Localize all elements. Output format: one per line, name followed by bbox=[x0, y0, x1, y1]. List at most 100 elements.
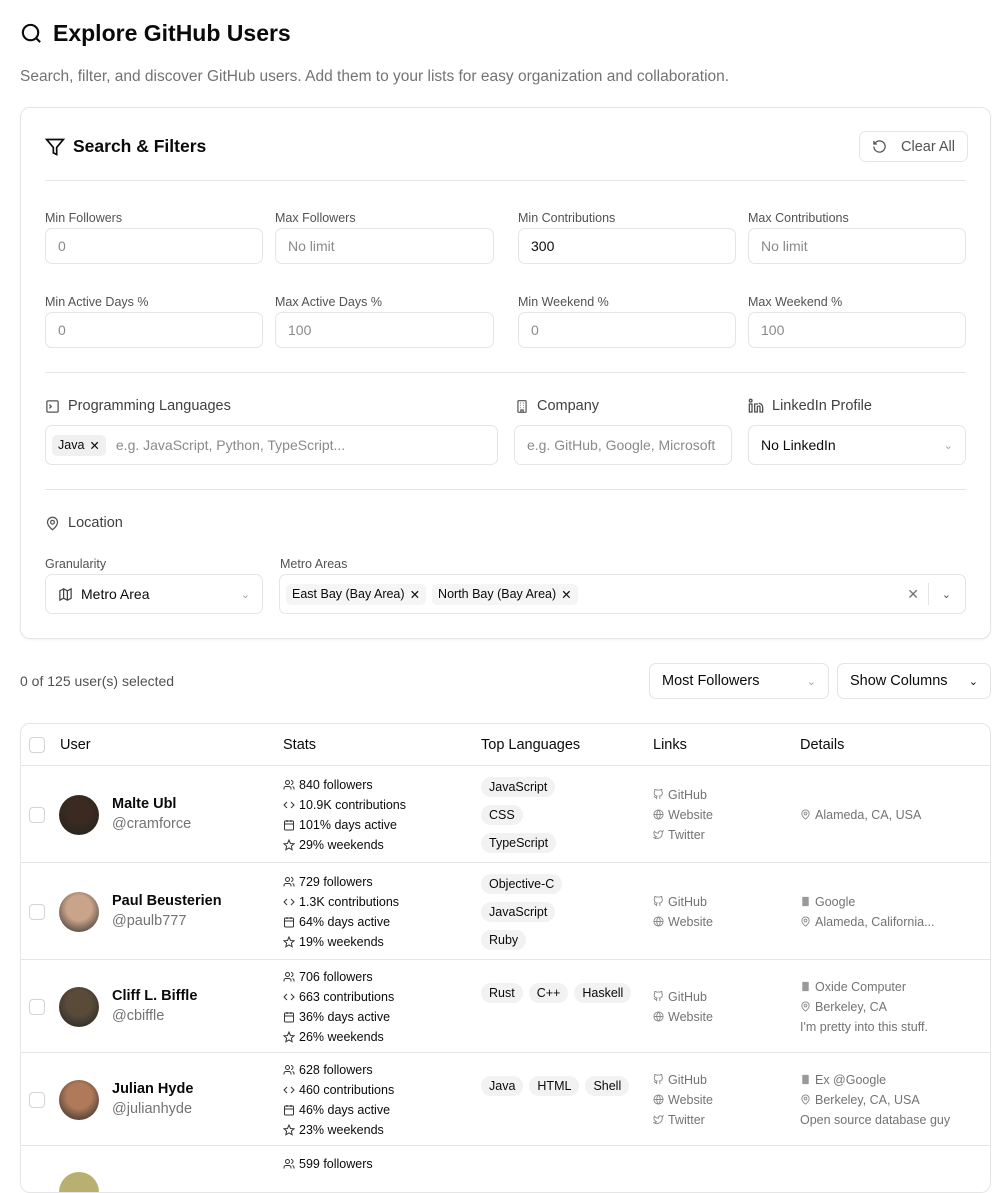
twitter-icon bbox=[653, 829, 664, 840]
metro-areas-select[interactable]: East Bay (Bay Area) ✕ North Bay (Bay Area… bbox=[279, 574, 966, 614]
link-website[interactable]: Website bbox=[653, 1007, 713, 1027]
min-followers-input[interactable]: 0 bbox=[45, 228, 263, 264]
link-website[interactable]: Website bbox=[653, 912, 713, 932]
company-input[interactable]: e.g. GitHub, Google, Microsoft bbox=[514, 425, 732, 465]
header-stats: Stats bbox=[283, 737, 317, 753]
min-active-days-label: Min Active Days % bbox=[45, 295, 149, 309]
placeholder: e.g. GitHub, Google, Microsoft bbox=[527, 437, 716, 453]
language-badge: HTML bbox=[529, 1075, 580, 1096]
user-details: Ex @Google Berkeley, CA, USA Open source d… bbox=[800, 1070, 970, 1130]
chevron-down-icon[interactable]: ⌄ bbox=[941, 588, 951, 601]
language-badge: JavaScript bbox=[481, 776, 556, 797]
clear-all-button[interactable]: Clear All bbox=[859, 131, 968, 162]
calendar-icon bbox=[284, 819, 294, 830]
min-contributions-input[interactable]: 300 bbox=[518, 228, 736, 264]
header-languages: Top Languages bbox=[481, 737, 581, 753]
page-title: Explore GitHub Users bbox=[20, 20, 291, 47]
language-chip: Java ✕ bbox=[52, 434, 106, 456]
max-active-days-input[interactable]: 100 bbox=[275, 312, 494, 348]
user-name[interactable]: Malte Ubl bbox=[112, 795, 177, 812]
row-checkbox[interactable] bbox=[29, 998, 45, 1015]
contributions-stat: 663 contributions bbox=[283, 987, 394, 1007]
star-icon bbox=[283, 1030, 295, 1043]
clear-selection-icon[interactable]: ✕ bbox=[907, 585, 919, 602]
followers-stat: 729 followers bbox=[283, 872, 399, 892]
show-columns-button[interactable]: Show Columns ⌄ bbox=[837, 663, 991, 699]
selection-count: 0 of 125 user(s) selected bbox=[20, 673, 175, 689]
user-name[interactable]: Julian Hyde bbox=[112, 1080, 194, 1097]
max-followers-input[interactable]: No limit bbox=[275, 228, 494, 264]
github-icon bbox=[653, 991, 663, 1002]
select-all-checkbox[interactable] bbox=[29, 737, 45, 753]
remove-chip-icon[interactable]: ✕ bbox=[89, 438, 100, 453]
link-label[interactable]: Website bbox=[668, 807, 713, 822]
placeholder: 0 bbox=[531, 322, 539, 338]
link-github[interactable]: GitHub bbox=[653, 1070, 713, 1090]
link-label[interactable]: Twitter bbox=[668, 827, 705, 842]
location-text: Berkeley, CA bbox=[815, 999, 888, 1014]
contributions: 10.9K contributions bbox=[299, 797, 407, 812]
followers: 599 followers bbox=[299, 1157, 373, 1171]
link-label[interactable]: Website bbox=[668, 1009, 713, 1024]
link-website[interactable]: Website bbox=[653, 1090, 713, 1110]
max-weekend-input[interactable]: 100 bbox=[748, 312, 966, 348]
users-icon bbox=[283, 779, 295, 789]
table-row: Cliff L. Biffle @cbiffle 706 followers 66… bbox=[21, 959, 990, 1052]
chevron-down-icon: ⌄ bbox=[968, 675, 978, 688]
min-active-days-input[interactable]: 0 bbox=[45, 312, 263, 348]
link-label[interactable]: GitHub bbox=[668, 894, 707, 909]
min-weekend-input[interactable]: 0 bbox=[518, 312, 736, 348]
filter-icon bbox=[45, 138, 65, 156]
map-pin-icon bbox=[801, 809, 810, 820]
link-github[interactable]: GitHub bbox=[653, 987, 713, 1007]
weekends: 29% weekends bbox=[299, 837, 384, 852]
granularity-select[interactable]: Metro Area ⌄ bbox=[45, 574, 263, 614]
remove-chip-icon[interactable]: ✕ bbox=[561, 587, 572, 602]
link-website[interactable]: Website bbox=[653, 805, 713, 825]
globe-icon bbox=[653, 1094, 664, 1105]
header-user[interactable]: User bbox=[60, 737, 91, 753]
company-text: Oxide Computer bbox=[815, 979, 907, 994]
location: Alameda, California... bbox=[800, 912, 970, 932]
link-label[interactable]: Website bbox=[668, 1092, 713, 1107]
users-icon bbox=[283, 1064, 295, 1074]
link-label[interactable]: GitHub bbox=[668, 787, 707, 802]
contributions: 1.3K contributions bbox=[299, 894, 400, 909]
company: Google bbox=[800, 892, 970, 912]
followers-stat: 599 followers bbox=[283, 1154, 373, 1174]
link-label[interactable]: GitHub bbox=[668, 989, 707, 1004]
linkedin-select[interactable]: No LinkedIn ⌄ bbox=[748, 425, 966, 465]
link-twitter[interactable]: Twitter bbox=[653, 825, 713, 845]
user-details: Oxide Computer Berkeley, CA I'm pretty int… bbox=[800, 977, 970, 1037]
link-label[interactable]: GitHub bbox=[668, 1072, 707, 1087]
language-badge: Haskell bbox=[574, 982, 632, 1003]
weekends-stat: 29% weekends bbox=[283, 835, 406, 855]
user-details: Google Alameda, California... bbox=[800, 892, 970, 932]
link-twitter[interactable]: Twitter bbox=[653, 1110, 713, 1130]
followers: 628 followers bbox=[299, 1062, 373, 1077]
user-name[interactable]: Cliff L. Biffle bbox=[112, 987, 198, 1004]
max-contributions-input[interactable]: No limit bbox=[748, 228, 966, 264]
row-checkbox[interactable] bbox=[29, 1091, 45, 1108]
link-label[interactable]: Twitter bbox=[668, 1112, 705, 1127]
link-github[interactable]: GitHub bbox=[653, 892, 713, 912]
link-github[interactable]: GitHub bbox=[653, 785, 713, 805]
location-text: Alameda, CA, USA bbox=[815, 807, 922, 822]
linkedin-icon bbox=[748, 398, 764, 413]
link-label[interactable]: Website bbox=[668, 914, 713, 929]
weekends: 23% weekends bbox=[299, 1122, 384, 1137]
active-days-stat: 36% days active bbox=[283, 1007, 394, 1027]
languages-input[interactable]: Java ✕ e.g. JavaScript, Python, TypeScrip… bbox=[45, 425, 498, 465]
row-checkbox[interactable] bbox=[29, 903, 45, 920]
user-name[interactable]: Paul Beusterien bbox=[112, 892, 222, 909]
language-badge: Objective-C bbox=[481, 873, 563, 894]
filters-header: Search & Filters bbox=[45, 136, 206, 157]
bio: I'm pretty into this stuff. bbox=[800, 1017, 970, 1037]
placeholder: No limit bbox=[288, 238, 335, 254]
code-icon bbox=[283, 993, 295, 1000]
sort-select[interactable]: Most Followers ⌄ bbox=[649, 663, 829, 699]
remove-chip-icon[interactable]: ✕ bbox=[409, 587, 421, 602]
filters-card: Search & Filters Clear All Min Followers… bbox=[20, 107, 991, 639]
placeholder: No limit bbox=[761, 238, 808, 254]
row-checkbox[interactable] bbox=[29, 806, 45, 823]
